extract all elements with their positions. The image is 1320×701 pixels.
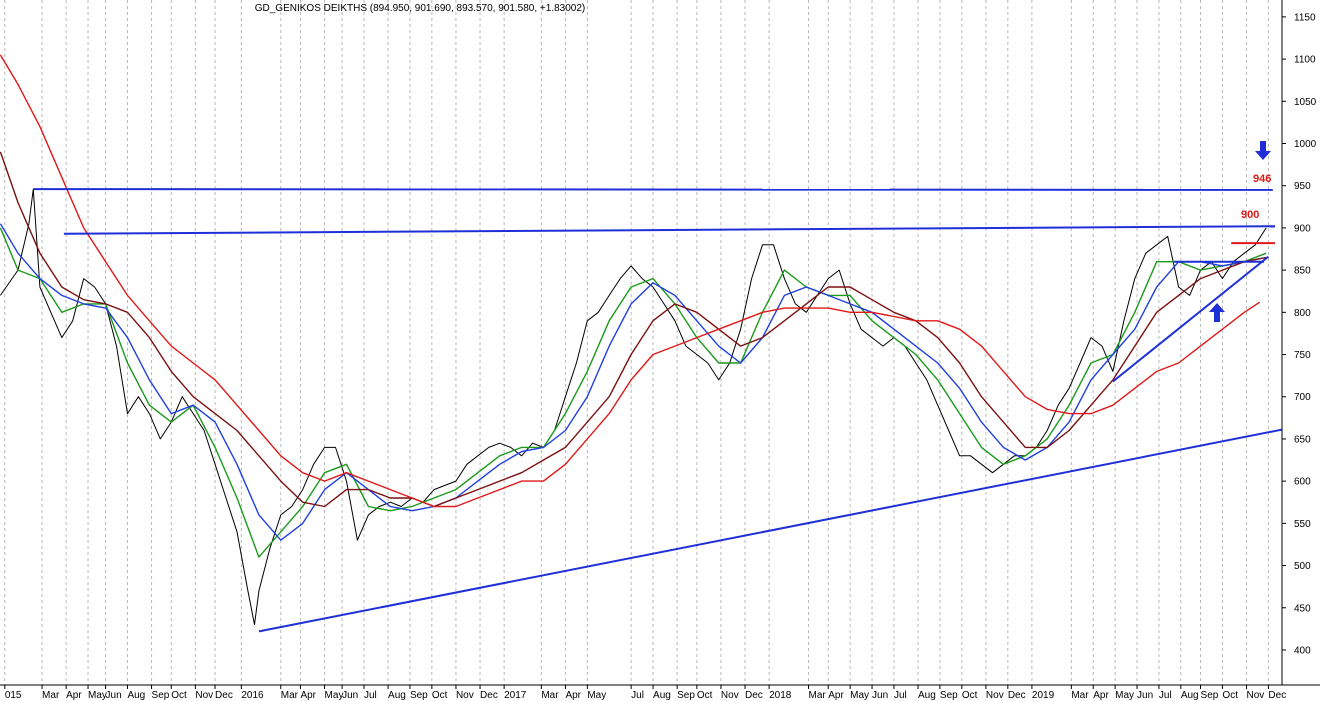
- y-tick-label: 800: [1294, 308, 1311, 319]
- x-tick-label: Jun: [342, 690, 358, 701]
- x-tick-label: May: [88, 690, 107, 701]
- x-tick-label: 015: [5, 690, 22, 701]
- x-tick-label: Oct: [1222, 690, 1238, 701]
- x-tick-label: Aug: [388, 690, 406, 701]
- x-tick-label: Mar: [42, 690, 60, 701]
- y-tick-label: 900: [1294, 223, 1311, 234]
- x-tick-label: Apr: [1093, 690, 1109, 701]
- x-tick-label: Jul: [1159, 690, 1172, 701]
- x-tick-label: Oct: [171, 690, 187, 701]
- y-tick-label: 400: [1294, 645, 1311, 656]
- y-tick-label: 850: [1294, 266, 1311, 277]
- y-tick-label: 550: [1294, 519, 1311, 530]
- x-tick-label: May: [325, 690, 344, 701]
- x-tick-label: Aug: [918, 690, 936, 701]
- x-tick-label: Aug: [1181, 690, 1199, 701]
- y-tick-label: 700: [1294, 392, 1311, 403]
- x-tick-label: Sep: [677, 690, 695, 701]
- y-tick-label: 600: [1294, 477, 1311, 488]
- x-tick-label: Apr: [300, 690, 316, 701]
- x-tick-label: Nov: [195, 690, 213, 701]
- y-tick-label: 1000: [1294, 139, 1317, 150]
- x-tick-label: Sep: [940, 690, 958, 701]
- x-tick-label: Dec: [480, 690, 498, 701]
- x-tick-label: Nov: [721, 690, 739, 701]
- x-tick-label: Jun: [106, 690, 122, 701]
- x-tick-label: Jul: [894, 690, 907, 701]
- moving-average: [0, 54, 1261, 508]
- trend-line: [63, 225, 1276, 235]
- x-tick-label: Apr: [565, 690, 581, 701]
- y-tick-label: 650: [1294, 434, 1311, 445]
- x-tick-label: 2019: [1032, 690, 1055, 701]
- x-tick-label: Aug: [653, 690, 671, 701]
- trend-line: [33, 188, 1273, 191]
- x-tick-label: Mar: [541, 690, 559, 701]
- x-tick-label: Mar: [1071, 690, 1089, 701]
- x-tick-label: Sep: [152, 690, 170, 701]
- y-tick-label: 1150: [1294, 12, 1316, 23]
- x-tick-label: 2017: [504, 690, 527, 701]
- x-tick-label: Apr: [66, 690, 82, 701]
- moving-average: [0, 223, 1267, 541]
- moving-average: [0, 151, 1267, 508]
- up-arrow: [1209, 303, 1225, 322]
- level-label: 946: [1253, 173, 1271, 185]
- y-tick-label: 750: [1294, 350, 1311, 361]
- y-tick-label: 1050: [1294, 97, 1317, 108]
- trend-line: [258, 428, 1282, 633]
- x-tick-label: Jul: [364, 690, 377, 701]
- x-tick-label: May: [587, 690, 606, 701]
- level-label: 900: [1241, 209, 1259, 221]
- x-tick-label: Sep: [410, 690, 428, 701]
- x-tick-label: Nov: [1247, 690, 1265, 701]
- x-tick-label: Dec: [1008, 690, 1026, 701]
- x-tick-label: May: [850, 690, 869, 701]
- moving-average: [0, 227, 1267, 558]
- x-tick-label: Dec: [215, 690, 233, 701]
- x-tick-label: Dec: [1268, 690, 1286, 701]
- price-line: [0, 188, 1267, 626]
- x-tick-label: Nov: [986, 690, 1004, 701]
- x-tick-label: Jul: [631, 690, 644, 701]
- y-tick-label: 950: [1294, 181, 1311, 192]
- x-tick-label: Oct: [962, 690, 978, 701]
- chart-title: GD_GENIKOS DEIKTHS (894.950, 901.690, 89…: [255, 3, 586, 14]
- down-arrow: [1255, 141, 1271, 160]
- grid: [4, 0, 1269, 685]
- x-tick-label: Apr: [828, 690, 844, 701]
- x-tick-label: May: [1115, 690, 1134, 701]
- x-tick-label: Jun: [1137, 690, 1153, 701]
- plot: [0, 54, 1282, 633]
- x-tick-label: Oct: [432, 690, 448, 701]
- x-tick-label: Dec: [745, 690, 763, 701]
- x-tick-label: Mar: [809, 690, 827, 701]
- y-tick-label: 1100: [1294, 55, 1316, 66]
- x-tick-label: 2018: [769, 690, 792, 701]
- y-tick-label: 500: [1294, 561, 1311, 572]
- x-tick-label: Sep: [1201, 690, 1219, 701]
- x-tick-label: Jun: [872, 690, 888, 701]
- x-tick-label: 2016: [241, 690, 264, 701]
- x-tick-label: Oct: [697, 690, 713, 701]
- x-tick-label: Aug: [127, 690, 145, 701]
- x-tick-label: Mar: [281, 690, 299, 701]
- trend-line: [1112, 255, 1270, 383]
- y-tick-label: 450: [1294, 603, 1311, 614]
- x-tick-label: Nov: [456, 690, 474, 701]
